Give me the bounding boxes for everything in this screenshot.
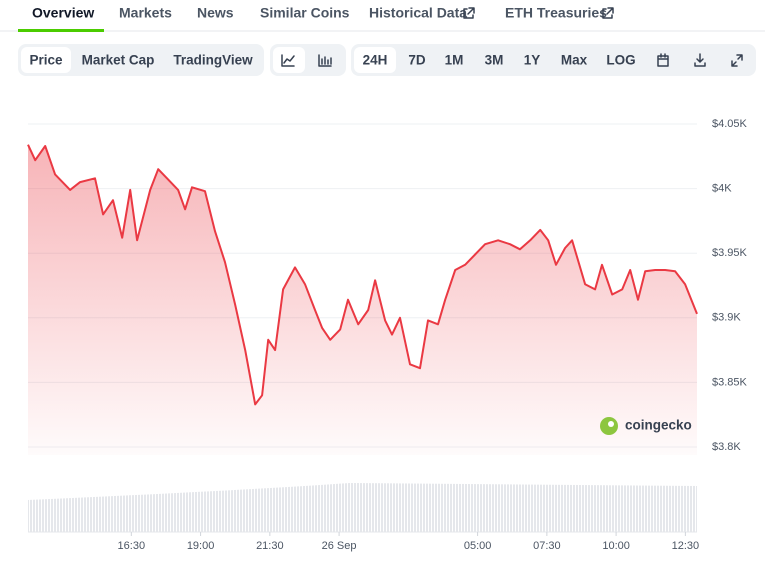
x-tick-label: 12:30 [672,540,700,552]
watermark: coingecko [625,418,692,433]
range-button[interactable]: 24H [363,53,388,68]
line-chart-icon[interactable] [281,54,295,67]
tab[interactable]: Historical Data [369,5,467,21]
x-tick-label: 26 Sep [322,540,357,552]
tab[interactable]: ETH Treasuries [505,5,607,21]
external-icon [602,7,614,19]
x-tick-label: 07:30 [533,540,561,552]
y-tick-label: $4K [712,183,732,195]
x-tick-label: 16:30 [118,540,146,552]
price-area [28,144,697,455]
y-tick-label: $3.95K [712,247,748,259]
external-icon [463,7,475,19]
volume-band [28,483,697,532]
y-tick-label: $3.8K [712,441,741,453]
range-button[interactable]: LOG [606,53,635,68]
range-button[interactable]: Max [561,53,588,68]
price-line [27,144,698,406]
range-button[interactable]: 3M [485,53,504,68]
x-tick-label: 19:00 [187,540,215,552]
tab[interactable]: Similar Coins [260,5,350,21]
y-tick-label: $3.85K [712,376,748,388]
tab[interactable]: News [197,5,234,21]
range-button[interactable]: 1M [445,53,464,68]
selected-button [354,47,396,73]
x-tick-label: 21:30 [256,540,284,552]
download-icon[interactable] [694,53,706,67]
calendar-icon[interactable] [657,53,669,67]
view-button[interactable]: Market Cap [82,53,155,68]
button-group [351,44,756,76]
logo-eye [608,421,614,427]
selected-button [21,47,71,73]
plot: $3.8K $3.85K $3.9K $3.95K $4K $4.05K 16:30 19:0… [27,118,748,552]
candle-chart-icon[interactable] [318,54,332,67]
y-tick-label: $3.9K [712,312,741,324]
view-button[interactable]: Price [29,53,63,68]
tab-underline [18,29,104,32]
y-tick-label: $4.05K [712,118,748,130]
tab[interactable]: Overview [32,5,94,21]
tab[interactable]: Markets [119,5,172,21]
button-group [18,44,264,76]
fullscreen-icon[interactable] [731,54,743,67]
view-button[interactable]: TradingView [173,53,253,68]
range-button[interactable]: 7D [408,53,426,68]
range-button[interactable]: 1Y [524,53,541,68]
x-tick-label: 10:00 [602,540,630,552]
x-tick-label: 05:00 [464,540,492,552]
